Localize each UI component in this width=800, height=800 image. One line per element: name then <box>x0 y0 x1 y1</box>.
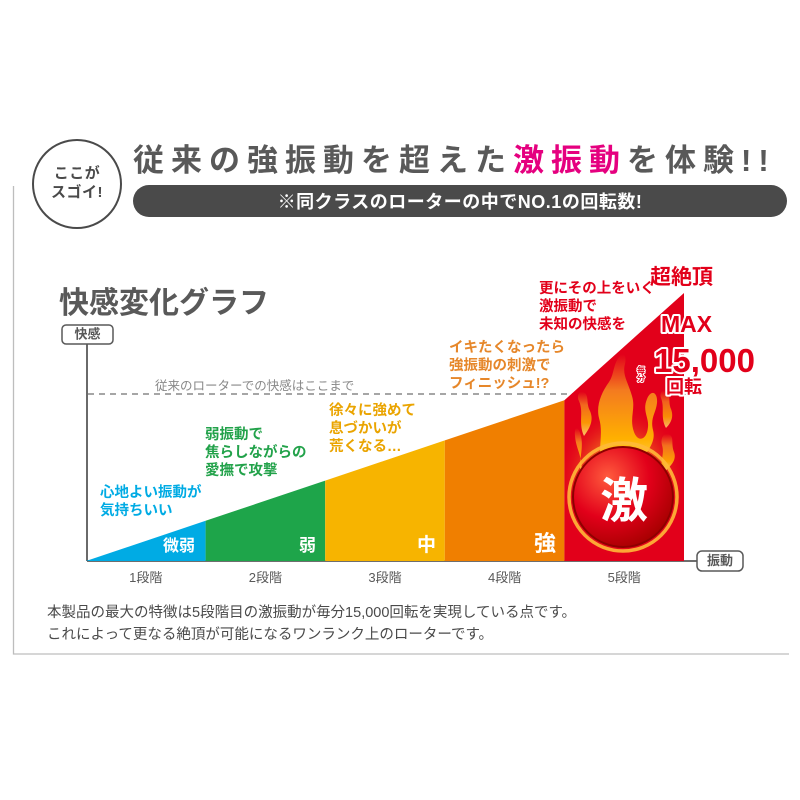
svg-text:フィニッシュ!?: フィニッシュ!? <box>449 376 550 392</box>
svg-text:快感: 快感 <box>74 327 100 342</box>
svg-text:更にその上をいく: 更にその上をいく <box>539 280 655 297</box>
svg-text:徐々に強めて: 徐々に強めて <box>329 402 416 419</box>
svg-text:回転: 回転 <box>666 377 702 397</box>
svg-text:本製品の最大の特徴は5段階目の激振動が毎分15,000回転を: 本製品の最大の特徴は5段階目の激振動が毎分15,000回転を実現している点です。 <box>47 604 576 621</box>
svg-text:弱振動で: 弱振動で <box>205 425 263 443</box>
svg-text:激: 激 <box>600 475 648 528</box>
svg-text:気持ちいい: 気持ちいい <box>100 501 173 519</box>
svg-text:MAX: MAX <box>661 311 713 337</box>
svg-text:荒くなる…: 荒くなる… <box>329 437 402 455</box>
svg-text:弱: 弱 <box>299 536 316 555</box>
svg-text:焦らしながらの: 焦らしながらの <box>205 443 307 461</box>
svg-text:未知の快感を: 未知の快感を <box>539 315 626 333</box>
svg-text:5段階: 5段階 <box>608 570 641 585</box>
svg-text:イキたくなったら: イキたくなったら <box>449 339 565 356</box>
svg-text:15,000: 15,000 <box>654 342 755 379</box>
svg-text:心地よい振動が: 心地よい振動が <box>100 483 202 501</box>
svg-text:振動: 振動 <box>707 553 733 568</box>
svg-text:2段階: 2段階 <box>249 570 282 585</box>
svg-text:強振動の刺激で: 強振動の刺激で <box>449 356 551 374</box>
svg-text:息づかいが: 息づかいが <box>329 419 402 437</box>
svg-text:毎分: 毎分 <box>637 365 646 383</box>
svg-text:従来のローターでの快感はここまで: 従来のローターでの快感はここまで <box>155 378 354 393</box>
svg-text:激振動で: 激振動で <box>539 297 597 315</box>
svg-text:中: 中 <box>417 534 436 556</box>
svg-text:愛撫で攻撃: 愛撫で攻撃 <box>205 461 278 479</box>
svg-text:これによって更なる絶頂が可能になるワンランク上のローターです: これによって更なる絶頂が可能になるワンランク上のローターです。 <box>47 626 493 643</box>
svg-text:1段階: 1段階 <box>129 570 162 585</box>
svg-text:4段階: 4段階 <box>488 570 521 585</box>
svg-text:微弱: 微弱 <box>163 537 195 555</box>
svg-text:超絶頂: 超絶頂 <box>650 266 713 289</box>
svg-text:強: 強 <box>534 531 556 556</box>
svg-text:3段階: 3段階 <box>368 570 401 585</box>
